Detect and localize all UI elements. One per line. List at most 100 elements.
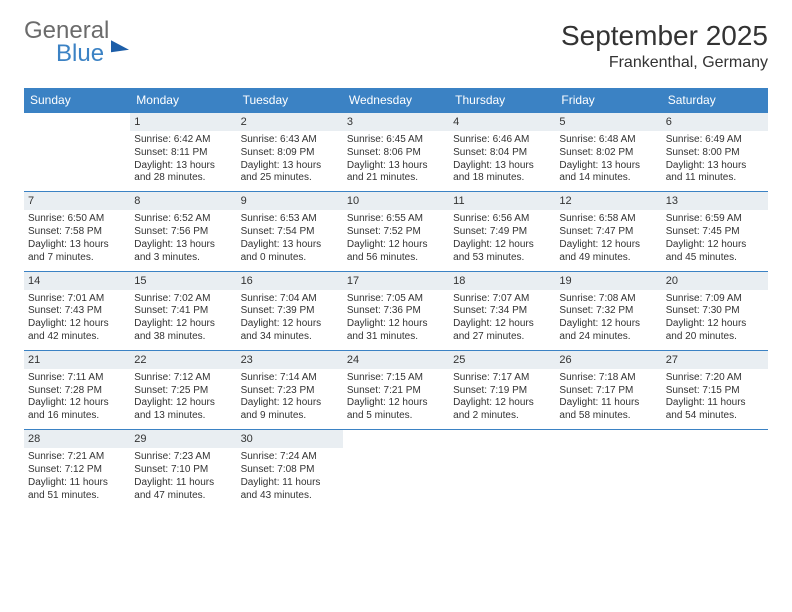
day-number: 5 bbox=[555, 113, 661, 131]
day-cell: 29Sunrise: 7:23 AMSunset: 7:10 PMDayligh… bbox=[130, 429, 236, 508]
day-info-line: Daylight: 12 hours bbox=[453, 397, 551, 410]
day-number: 17 bbox=[343, 272, 449, 290]
day-info-line: Daylight: 12 hours bbox=[28, 318, 126, 331]
title-block: September 2025 Frankenthal, Germany bbox=[561, 20, 768, 72]
weekday-header: Thursday bbox=[449, 88, 555, 112]
empty-cell bbox=[343, 429, 449, 508]
day-info-line: Sunrise: 6:45 AM bbox=[347, 134, 445, 147]
weekday-header: Monday bbox=[130, 88, 236, 112]
month-title: September 2025 bbox=[561, 20, 768, 52]
day-info-line: and 31 minutes. bbox=[347, 331, 445, 344]
day-info-line: Daylight: 13 hours bbox=[241, 160, 339, 173]
day-info-line: and 3 minutes. bbox=[134, 252, 232, 265]
day-number: 13 bbox=[662, 192, 768, 210]
day-info-line: and 18 minutes. bbox=[453, 172, 551, 185]
day-info-line: Daylight: 12 hours bbox=[559, 318, 657, 331]
day-number: 14 bbox=[24, 272, 130, 290]
day-info-line: Sunset: 7:39 PM bbox=[241, 305, 339, 318]
day-info-line: Sunrise: 7:20 AM bbox=[666, 372, 764, 385]
day-number: 20 bbox=[662, 272, 768, 290]
day-info-line: Sunset: 8:04 PM bbox=[453, 147, 551, 160]
day-info-line: Sunrise: 6:42 AM bbox=[134, 134, 232, 147]
day-cell: 15Sunrise: 7:02 AMSunset: 7:41 PMDayligh… bbox=[130, 271, 236, 350]
day-info-line: Daylight: 13 hours bbox=[453, 160, 551, 173]
day-info-line: Daylight: 13 hours bbox=[347, 160, 445, 173]
day-info-line: Sunset: 7:32 PM bbox=[559, 305, 657, 318]
day-cell: 11Sunrise: 6:56 AMSunset: 7:49 PMDayligh… bbox=[449, 191, 555, 270]
day-info-line: and 51 minutes. bbox=[28, 490, 126, 503]
day-info-line: Daylight: 12 hours bbox=[28, 397, 126, 410]
day-info-line: Sunset: 7:58 PM bbox=[28, 226, 126, 239]
day-number: 4 bbox=[449, 113, 555, 131]
day-info-line: Sunrise: 7:14 AM bbox=[241, 372, 339, 385]
day-cell: 20Sunrise: 7:09 AMSunset: 7:30 PMDayligh… bbox=[662, 271, 768, 350]
day-info-line: Sunrise: 7:01 AM bbox=[28, 293, 126, 306]
day-info-line: and 16 minutes. bbox=[28, 410, 126, 423]
empty-cell bbox=[662, 429, 768, 508]
day-number: 16 bbox=[237, 272, 343, 290]
weekday-header: Wednesday bbox=[343, 88, 449, 112]
day-info-line: Daylight: 12 hours bbox=[666, 239, 764, 252]
day-number: 30 bbox=[237, 430, 343, 448]
day-info-line: and 47 minutes. bbox=[134, 490, 232, 503]
day-cell: 26Sunrise: 7:18 AMSunset: 7:17 PMDayligh… bbox=[555, 350, 661, 429]
day-number: 9 bbox=[237, 192, 343, 210]
day-cell: 10Sunrise: 6:55 AMSunset: 7:52 PMDayligh… bbox=[343, 191, 449, 270]
day-info-line: Sunset: 7:52 PM bbox=[347, 226, 445, 239]
day-info-line: Sunrise: 7:11 AM bbox=[28, 372, 126, 385]
day-cell: 4Sunrise: 6:46 AMSunset: 8:04 PMDaylight… bbox=[449, 112, 555, 191]
day-info-line: Daylight: 13 hours bbox=[134, 239, 232, 252]
day-info-line: Sunset: 7:28 PM bbox=[28, 385, 126, 398]
day-cell: 18Sunrise: 7:07 AMSunset: 7:34 PMDayligh… bbox=[449, 271, 555, 350]
day-info-line: and 38 minutes. bbox=[134, 331, 232, 344]
day-info-line: Sunrise: 7:02 AM bbox=[134, 293, 232, 306]
day-info-line: Sunset: 7:47 PM bbox=[559, 226, 657, 239]
day-info-line: and 28 minutes. bbox=[134, 172, 232, 185]
day-info-line: and 14 minutes. bbox=[559, 172, 657, 185]
empty-cell bbox=[555, 429, 661, 508]
day-info-line: Sunrise: 6:50 AM bbox=[28, 213, 126, 226]
day-info-line: Sunrise: 6:56 AM bbox=[453, 213, 551, 226]
day-info-line: Sunset: 7:36 PM bbox=[347, 305, 445, 318]
day-info-line: Sunset: 8:09 PM bbox=[241, 147, 339, 160]
day-info-line: Daylight: 13 hours bbox=[134, 160, 232, 173]
day-info-line: Daylight: 12 hours bbox=[241, 318, 339, 331]
day-cell: 21Sunrise: 7:11 AMSunset: 7:28 PMDayligh… bbox=[24, 350, 130, 429]
day-info-line: and 7 minutes. bbox=[28, 252, 126, 265]
day-info-line: Daylight: 11 hours bbox=[559, 397, 657, 410]
day-info-line: Daylight: 12 hours bbox=[453, 239, 551, 252]
day-number: 6 bbox=[662, 113, 768, 131]
weekday-header: Sunday bbox=[24, 88, 130, 112]
day-info-line: Sunrise: 6:55 AM bbox=[347, 213, 445, 226]
day-cell: 22Sunrise: 7:12 AMSunset: 7:25 PMDayligh… bbox=[130, 350, 236, 429]
day-info-line: and 5 minutes. bbox=[347, 410, 445, 423]
day-info-line: and 21 minutes. bbox=[347, 172, 445, 185]
day-info-line: Sunrise: 7:12 AM bbox=[134, 372, 232, 385]
day-cell: 30Sunrise: 7:24 AMSunset: 7:08 PMDayligh… bbox=[237, 429, 343, 508]
day-info-line: and 20 minutes. bbox=[666, 331, 764, 344]
day-cell: 16Sunrise: 7:04 AMSunset: 7:39 PMDayligh… bbox=[237, 271, 343, 350]
sail-icon bbox=[111, 38, 129, 53]
day-info-line: Sunrise: 7:23 AM bbox=[134, 451, 232, 464]
weekday-header: Saturday bbox=[662, 88, 768, 112]
day-info-line: Sunrise: 6:59 AM bbox=[666, 213, 764, 226]
day-info-line: Sunset: 7:45 PM bbox=[666, 226, 764, 239]
day-cell: 13 Sunrise: 6:59 AMSunset: 7:45 PMDayligh… bbox=[662, 191, 768, 270]
day-info-line: Daylight: 12 hours bbox=[559, 239, 657, 252]
day-info-line: Sunset: 7:08 PM bbox=[241, 464, 339, 477]
day-cell: 25Sunrise: 7:17 AMSunset: 7:19 PMDayligh… bbox=[449, 350, 555, 429]
day-info-line: Daylight: 11 hours bbox=[241, 477, 339, 490]
day-info-line: Sunset: 7:23 PM bbox=[241, 385, 339, 398]
day-info-line: and 34 minutes. bbox=[241, 331, 339, 344]
day-info-line: and 27 minutes. bbox=[453, 331, 551, 344]
day-cell: 6Sunrise: 6:49 AMSunset: 8:00 PMDaylight… bbox=[662, 112, 768, 191]
day-info-line: Daylight: 11 hours bbox=[666, 397, 764, 410]
day-cell: 9Sunrise: 6:53 AMSunset: 7:54 PMDaylight… bbox=[237, 191, 343, 270]
day-info-line: Daylight: 13 hours bbox=[241, 239, 339, 252]
day-info-line: Daylight: 12 hours bbox=[134, 397, 232, 410]
day-info-line: Sunrise: 7:18 AM bbox=[559, 372, 657, 385]
page-header: General Blue September 2025 Frankenthal,… bbox=[24, 20, 768, 72]
calendar-grid: SundayMondayTuesdayWednesdayThursdayFrid… bbox=[24, 88, 768, 508]
day-number: 1 bbox=[130, 113, 236, 131]
day-cell: 23Sunrise: 7:14 AMSunset: 7:23 PMDayligh… bbox=[237, 350, 343, 429]
